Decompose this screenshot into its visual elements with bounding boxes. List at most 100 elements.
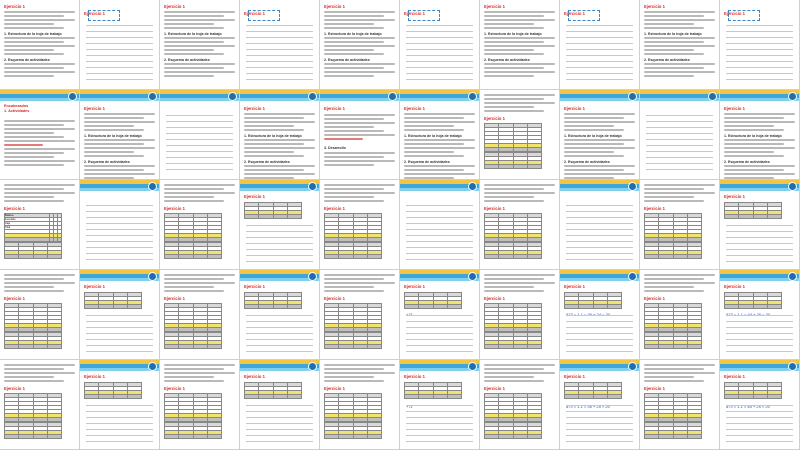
ruled-lines	[166, 110, 233, 175]
data-table	[323, 213, 383, 242]
page-header-band	[720, 270, 799, 282]
document-page: Ejercicio 1	[320, 360, 400, 450]
table-cell	[163, 417, 180, 422]
section-title: 2. Esquema de actividades	[484, 58, 530, 62]
document-page: Ejercicio 1	[80, 360, 160, 450]
text-line	[564, 169, 625, 171]
section-title: 1. Estructura de la hoja de trabajo	[724, 134, 782, 138]
text-line	[644, 200, 705, 202]
text-line	[564, 121, 635, 123]
text-line	[164, 75, 214, 77]
text-line	[404, 165, 475, 167]
text-line	[4, 37, 75, 39]
table-cell	[258, 304, 274, 309]
table-row	[243, 304, 303, 309]
table-row	[563, 394, 623, 399]
page-header-band	[80, 90, 159, 102]
table-cell	[643, 327, 660, 332]
table-cell	[272, 214, 288, 219]
header-light-band	[240, 368, 319, 371]
text-line	[4, 132, 54, 134]
text-line	[4, 188, 65, 190]
table-cell	[258, 214, 274, 219]
text-line	[4, 140, 75, 142]
page-header-band	[400, 360, 479, 372]
text-line	[324, 380, 385, 382]
text-line	[484, 94, 555, 96]
table-row	[643, 237, 703, 242]
text-line	[84, 151, 134, 153]
header-blue-band	[240, 274, 319, 278]
table-row	[403, 394, 463, 399]
text-line	[724, 117, 785, 119]
table-row	[163, 327, 223, 332]
document-page: Ejercicio 1 1. Estructura de la hoja de t…	[240, 90, 320, 180]
exercise-title: Ejercicio 1	[644, 386, 665, 391]
page-header-band	[400, 90, 479, 102]
text-line	[4, 274, 75, 276]
data-table	[643, 393, 703, 422]
text-line	[4, 41, 65, 43]
table-row	[83, 304, 143, 309]
header-blue-band	[640, 94, 719, 98]
page-header-band	[80, 270, 159, 282]
text-line	[484, 67, 545, 69]
table-row	[3, 237, 62, 242]
text-lines	[84, 139, 155, 159]
text-line	[484, 188, 545, 190]
table-cell	[483, 327, 500, 332]
text-line	[724, 129, 785, 131]
document-page: Ejercicio 1	[480, 90, 560, 180]
ruled-lines	[406, 20, 473, 85]
table-cell	[286, 394, 303, 399]
text-line	[324, 45, 395, 47]
table-cell	[338, 417, 354, 422]
data-table	[723, 202, 783, 219]
text-line	[324, 41, 385, 43]
text-line	[164, 274, 235, 276]
table-cell	[352, 417, 368, 422]
text-line	[4, 63, 75, 65]
table-cell	[243, 304, 260, 309]
header-light-band	[560, 278, 639, 281]
section-title: 1. Estructura de la hoja de trabajo	[4, 32, 62, 36]
text-lines	[164, 364, 235, 384]
text-line	[644, 278, 705, 280]
text-line	[644, 49, 694, 51]
text-line	[644, 71, 715, 73]
table-cell	[366, 417, 383, 422]
document-page: Ejercicio 1	[240, 0, 320, 90]
text-line	[644, 188, 705, 190]
table-row	[483, 254, 543, 259]
text-lines	[484, 94, 555, 114]
text-line	[404, 151, 454, 153]
header-yellow-band	[240, 90, 319, 94]
text-lines	[644, 274, 715, 294]
table-row	[483, 237, 543, 242]
exercise-title: Ejercicio 1	[724, 106, 745, 111]
table-cell	[192, 434, 208, 439]
text-line	[404, 147, 475, 149]
header-blue-band	[320, 94, 399, 98]
text-line	[404, 125, 454, 127]
document-page: Ejercicio 1 1. Estructura de la hoja de t…	[640, 0, 720, 90]
text-line	[84, 117, 145, 119]
school-logo-icon	[628, 182, 637, 191]
data-table	[403, 382, 463, 399]
table-cell	[206, 327, 223, 332]
text-line	[324, 376, 374, 378]
table-row	[323, 344, 383, 349]
text-line	[84, 177, 134, 179]
table-cell	[723, 394, 740, 399]
school-logo-icon	[68, 92, 77, 101]
text-line	[164, 278, 225, 280]
header-light-band	[0, 98, 79, 101]
table-cell	[178, 417, 194, 422]
table-cell	[643, 237, 660, 242]
data-table	[3, 242, 63, 259]
text-line	[4, 144, 44, 146]
table-cell	[686, 434, 703, 439]
text-line	[404, 143, 465, 145]
table-cell	[18, 344, 34, 349]
school-logo-icon	[468, 182, 477, 191]
